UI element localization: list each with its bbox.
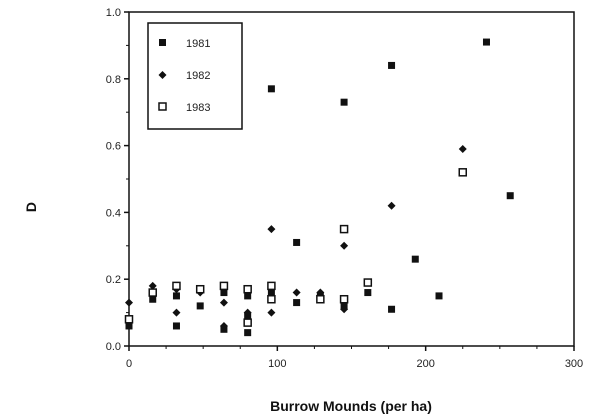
point-1983: [243, 284, 252, 294]
point-1981: [220, 289, 228, 297]
point-1983: [339, 294, 349, 304]
y-tick-label: 0.8: [106, 74, 121, 86]
point-1981: [411, 255, 419, 263]
point-1983: [316, 294, 325, 304]
point-1982: [219, 321, 228, 330]
y-tick-label: 1.0: [106, 7, 121, 19]
point-1983: [172, 281, 181, 291]
point-1982: [148, 281, 157, 290]
point-1981: [435, 292, 443, 300]
point-1982: [172, 308, 181, 317]
point-1983: [219, 281, 229, 291]
point-1982: [125, 298, 133, 307]
y-tick-label: 0.2: [106, 274, 121, 286]
point-1983: [267, 281, 276, 291]
point-1982: [292, 288, 301, 297]
point-1981: [293, 238, 301, 246]
y-tick-label: 0.4: [106, 207, 121, 219]
y-tick-label: 0.6: [106, 141, 121, 153]
point-1981: [244, 292, 252, 300]
x-tick-label: 300: [565, 358, 583, 370]
point-1981: [388, 61, 396, 69]
point-1983: [124, 315, 134, 324]
legend-label-1983: 1983: [186, 102, 210, 114]
point-1981: [364, 289, 372, 297]
point-1981: [244, 329, 252, 337]
point-1983: [458, 168, 467, 177]
point-1981: [172, 322, 180, 330]
point-1981: [482, 38, 490, 46]
legend-label-1982: 1982: [186, 70, 210, 82]
point-1981: [388, 305, 396, 313]
point-1982: [458, 144, 467, 153]
point-1982: [387, 201, 396, 210]
point-1981: [267, 85, 275, 93]
legend-marker-1982: [158, 71, 167, 79]
legend-marker-1981: [159, 39, 166, 46]
point-1983: [243, 318, 252, 327]
point-1981: [267, 289, 275, 297]
point-1982: [219, 298, 228, 307]
x-tick-label: 0: [126, 358, 132, 370]
point-1981: [125, 322, 133, 330]
point-1982: [340, 305, 349, 314]
point-1983: [195, 284, 205, 294]
legend-marker-1983: [158, 102, 167, 111]
x-tick-label: 100: [268, 358, 286, 370]
data-points: [124, 38, 514, 337]
point-1983: [363, 278, 373, 287]
point-1982: [267, 308, 276, 317]
point-1981: [506, 192, 514, 200]
point-1983: [339, 224, 349, 234]
x-tick-label: 200: [416, 358, 434, 370]
point-1983: [267, 294, 276, 304]
point-1983: [148, 288, 157, 297]
point-1981: [196, 302, 204, 310]
point-1981: [340, 98, 348, 106]
legend: 1981 1982 1983: [147, 22, 243, 130]
y-tick-label: 0.0: [106, 341, 121, 353]
point-1982: [267, 225, 276, 234]
axis-ticks: 0 100 200 300 0.0 0.2 0.4 0.6 0.8 1.0: [106, 7, 583, 370]
x-axis-label: Burrow Mounds (per ha): [270, 398, 432, 414]
point-1982: [243, 308, 252, 317]
legend-label-1981: 1981: [186, 38, 210, 50]
point-1982: [316, 288, 325, 297]
point-1981: [293, 299, 301, 307]
y-axis-label: D: [23, 202, 39, 212]
point-1981: [149, 295, 157, 303]
point-1981: [172, 292, 180, 300]
point-1982: [340, 241, 349, 250]
